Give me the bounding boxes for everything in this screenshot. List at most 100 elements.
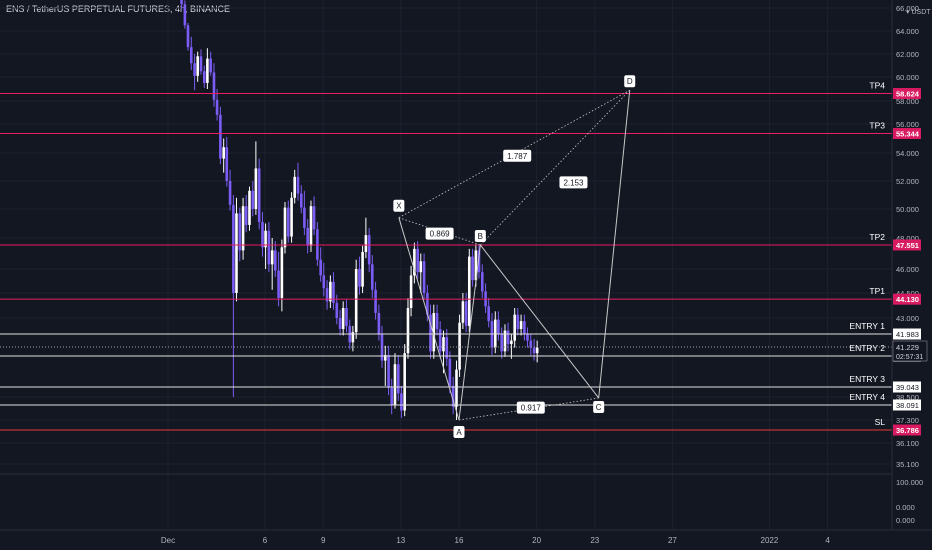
ratio-label: 1.787 [507, 152, 528, 161]
candle-body [371, 264, 374, 289]
candle-body [507, 331, 510, 344]
candle-body [193, 63, 196, 76]
pattern-ratio-line [480, 90, 629, 245]
candle-body [368, 235, 371, 264]
time-axis: Dec 6 9 13 16 20 23 27 2022 4 [0, 530, 932, 545]
candle-body [449, 359, 452, 386]
candle-body [481, 272, 484, 291]
candle-body [465, 301, 468, 326]
candle-body [293, 177, 296, 198]
candle-body [355, 269, 358, 332]
x-tick-label: 27 [668, 536, 677, 545]
pattern-point-label: X [396, 202, 402, 211]
x-tick-label: 16 [455, 536, 464, 545]
level-label: TP1 [869, 286, 885, 296]
candle-body [180, 0, 183, 4]
y-tick-label: 35.100 [896, 460, 919, 469]
candle-body [190, 47, 193, 63]
candle-body [442, 337, 445, 351]
candle-body [423, 261, 426, 293]
y-tick-label: 66.000 [896, 4, 919, 13]
candle-body [510, 341, 513, 344]
candle-body [184, 4, 187, 25]
candle-body [520, 321, 523, 329]
candle-body [516, 315, 519, 329]
candle-body [248, 191, 251, 225]
ratio-label: 0.869 [430, 230, 451, 239]
candle-body [536, 348, 539, 354]
candle-body [196, 56, 199, 76]
candle-body [468, 257, 471, 326]
lower-tick-label: 0.000 [896, 516, 915, 525]
level-price-text: 58.624 [896, 90, 920, 99]
candle-body [471, 257, 474, 281]
price-axis: USDT ▾ 66.00064.00062.00060.00058.00056.… [892, 0, 932, 550]
candle-body [400, 393, 403, 410]
candle-body [462, 301, 465, 322]
y-tick-label: 36.100 [896, 439, 919, 448]
candle-body [232, 205, 235, 293]
candle-body [310, 206, 313, 246]
candle-body [313, 206, 316, 229]
ratio-label: 2.153 [563, 178, 584, 187]
last-price-text: 41.229 [896, 343, 919, 352]
candle-body [242, 206, 245, 250]
pattern-point-label: D [627, 77, 633, 86]
y-tick-label: 56.000 [896, 120, 919, 129]
candle-body [416, 249, 419, 272]
candle-body [203, 71, 206, 83]
level-label: ENTRY 4 [849, 392, 885, 402]
candle-body [387, 355, 390, 388]
candle-body [287, 208, 290, 237]
y-tick-label: 62.000 [896, 50, 919, 59]
y-tick-label: 50.000 [896, 205, 919, 214]
countdown-text: 02:57:31 [896, 354, 923, 361]
y-tick-label: 64.000 [896, 27, 919, 36]
candle-body [187, 25, 190, 47]
candle-body [251, 191, 254, 209]
candle-body [358, 269, 361, 287]
level-price-text: 44.130 [896, 295, 919, 304]
candle-body [497, 320, 500, 334]
candle-body [345, 308, 348, 326]
candle-body [319, 260, 322, 276]
candles [180, 0, 538, 420]
x-tick-label: Dec [161, 536, 175, 545]
grid [0, 0, 932, 530]
candle-body [219, 115, 222, 159]
candle-body [458, 323, 461, 370]
candle-body [410, 275, 413, 308]
candle-body [378, 313, 381, 334]
candle-body [523, 321, 526, 334]
candle-body [235, 213, 238, 293]
y-tick-label: 60.000 [896, 73, 919, 82]
candle-body [277, 271, 280, 298]
candle-body [365, 235, 368, 252]
lower-tick-label: 100.000 [896, 478, 923, 487]
level-price-text: 41.983 [896, 330, 919, 339]
candle-body [306, 228, 309, 246]
candle-body [374, 290, 377, 313]
level-price-text: 55.344 [896, 130, 920, 139]
candle-body [255, 168, 258, 209]
level-price-text: 39.043 [896, 383, 919, 392]
candle-body [281, 247, 284, 298]
level-label: TP4 [869, 81, 885, 91]
candle-body [322, 275, 325, 288]
candle-body [419, 261, 422, 272]
level-price-text: 47.551 [896, 241, 919, 250]
candle-body [268, 231, 271, 265]
candle-body [407, 308, 410, 353]
candle-body [436, 313, 439, 329]
candle-body [261, 222, 264, 247]
candle-body [213, 72, 216, 99]
level-label: TP2 [869, 232, 885, 242]
candle-body [329, 282, 332, 302]
candle-body [339, 318, 342, 329]
candle-body [200, 56, 203, 71]
level-label: TP3 [869, 121, 885, 131]
level-label: ENTRY 2 [849, 343, 885, 353]
y-tick-label: 52.000 [896, 177, 919, 186]
candle-body [300, 194, 303, 208]
